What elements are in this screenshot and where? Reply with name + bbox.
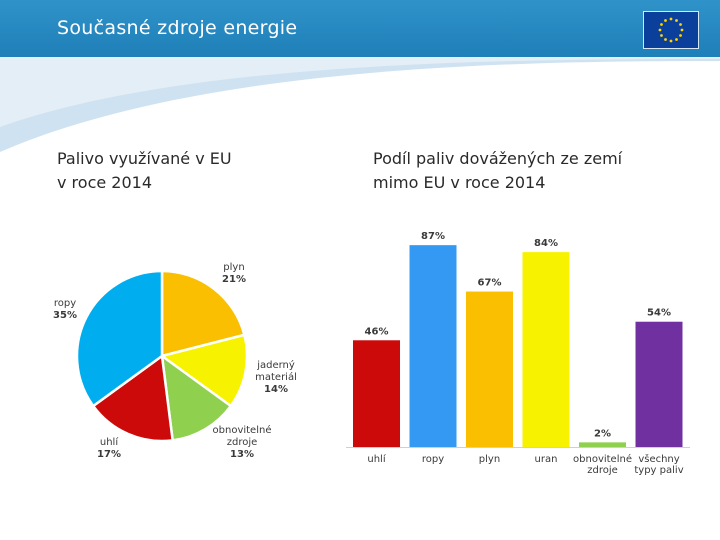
slide-title: Současné zdroje energie [57, 17, 298, 39]
pie-slice-value: 17% [97, 449, 121, 460]
bar-3 [522, 252, 570, 447]
bar-5 [635, 321, 683, 447]
pie-chart-subtitle: Palivo využívané v EU v roce 2014 [57, 149, 232, 192]
bar-value-label: 2% [594, 428, 611, 439]
bar-chart-subtitle: Podíl paliv dovážených ze zemí mimo EU v… [373, 149, 623, 192]
bar-category-label: obnovitelné [573, 453, 632, 465]
flag-star [675, 38, 678, 41]
decorative-swoosh [0, 57, 720, 152]
pie-slice-name: obnovitelné [213, 424, 272, 436]
bar-category-label: typy paliv [634, 465, 683, 476]
flag-star [679, 23, 682, 26]
flag-star [669, 17, 673, 21]
eu-flag-icon [643, 11, 699, 49]
bar-value-label: 84% [534, 238, 558, 249]
flag-star [680, 28, 684, 32]
bar-category-label: uran [535, 454, 558, 465]
pie-slice-2 [160, 353, 233, 442]
flag-star [658, 28, 662, 32]
bar-category-label: všechny [638, 453, 679, 465]
pie-slice-name: zdroje [227, 437, 258, 448]
pie-slice-4 [75, 269, 164, 408]
pie-slice-value: 35% [53, 310, 77, 321]
pie-slice-0 [160, 269, 246, 358]
title-bar: Současné zdroje energie [0, 0, 720, 57]
pie-slice-value: 14% [264, 384, 288, 395]
pie-slice-name: plyn [223, 262, 244, 273]
pie-slice-name: materiál [255, 371, 297, 383]
bar-1 [409, 245, 457, 447]
bar-value-label: 54% [647, 308, 671, 319]
pie-slice-name: ropy [54, 298, 76, 309]
bar-category-label: ropy [422, 454, 444, 465]
bar-value-label: 67% [478, 278, 502, 289]
bar-0 [353, 340, 400, 447]
bar-category-label: zdroje [587, 465, 618, 476]
pie-slice-value: 13% [230, 449, 254, 460]
flag-star [675, 19, 678, 22]
bar-category-label: plyn [479, 454, 500, 465]
pie-slice-1 [159, 333, 249, 408]
flag-star [664, 19, 667, 22]
flag-star [660, 23, 663, 26]
bar-4 [579, 442, 626, 447]
pie-slice-name: uhlí [100, 436, 119, 448]
pie-slice-3 [91, 353, 175, 443]
flag-star [660, 34, 663, 37]
bar-2 [466, 291, 513, 447]
flag-star [669, 39, 673, 43]
flag-star [679, 34, 682, 37]
pie-slice-value: 21% [222, 274, 246, 285]
pie-slice-name: jaderný [256, 359, 295, 371]
bar-category-label: uhlí [367, 453, 386, 465]
flag-star [664, 38, 667, 41]
bar-chart: 46% uhlí 87% ropy 67% plyn 84% uran 2% obnoviteln… [346, 231, 690, 476]
bar-value-label: 46% [365, 326, 389, 337]
bar-value-label: 87% [421, 231, 445, 242]
